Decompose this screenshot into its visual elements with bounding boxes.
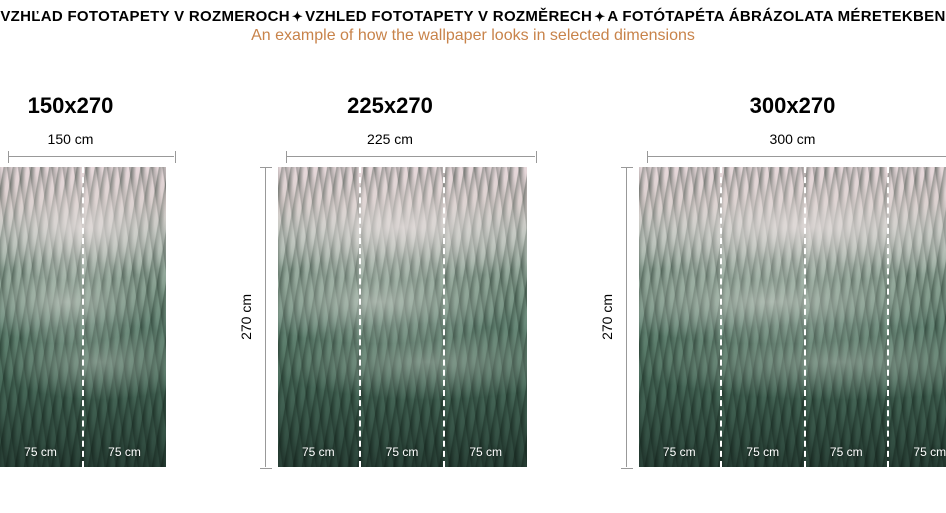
size-panel: 300x270 300 cm 270 cm 75 cm 75 cm 75 cm 75 cm (599, 93, 946, 467)
title-hu: A FOTÓTAPÉTA ÁBRÁZOLATA MÉRETEKBEN (607, 8, 945, 25)
width-rule (8, 151, 174, 163)
panel-title: 225x270 (347, 93, 433, 119)
width-rule (286, 151, 535, 163)
width-rule (647, 151, 946, 163)
wallpaper-preview: 75 cm 75 cm 75 cm (278, 167, 527, 467)
strip-width-label: 75 cm (913, 445, 946, 467)
height-rule (260, 167, 272, 467)
height-rule (621, 167, 633, 467)
strip-width-label: 75 cm (302, 445, 335, 467)
strip-width-label: 75 cm (663, 445, 696, 467)
wallpaper-strip: 75 cm (445, 167, 527, 467)
panel-height-label: 270 cm (238, 294, 254, 340)
wallpaper-strip: 75 cm (0, 167, 84, 467)
panel-title: 300x270 (750, 93, 836, 119)
panel-body: 270 cm 75 cm 75 cm 75 cm 75 cm (599, 167, 946, 467)
strip-width-label: 75 cm (469, 445, 502, 467)
size-panel: 225x270 225 cm 270 cm 75 cm 75 cm 75 cm (238, 93, 543, 467)
panel-width-label: 150 cm (48, 131, 94, 147)
panels-row: 150x270 150 cm 270 cm 75 cm 75 cm 225x270 225 … (0, 93, 946, 467)
wallpaper-preview: 75 cm 75 cm 75 cm 75 cm (639, 167, 946, 467)
title-sk: VZHĽAD FOTOTAPETY V ROZMEROCH (0, 8, 290, 25)
header-multilang-title: VZHĽAD FOTOTAPETY V ROZMEROCH ✦ VZHLED F… (0, 8, 946, 25)
panel-width-label: 300 cm (770, 131, 816, 147)
panel-body: 270 cm75 cm75 cm (0, 167, 182, 467)
wallpaper-strip: 75 cm (722, 167, 806, 467)
wallpaper-preview: 75 cm 75 cm (0, 167, 166, 467)
strip-width-label: 75 cm (830, 445, 863, 467)
strip-width-label: 75 cm (746, 445, 779, 467)
wallpaper-strip: 75 cm (806, 167, 890, 467)
panel-body: 270 cm 75 cm 75 cm 75 cm (238, 167, 543, 467)
strip-width-label: 75 cm (108, 445, 141, 467)
wallpaper-strip: 75 cm (639, 167, 723, 467)
strip-width-label: 75 cm (24, 445, 57, 467)
size-panel: 150x270150 cm270 cm75 cm75 cm (0, 93, 182, 467)
wallpaper-strip: 75 cm (84, 167, 166, 467)
header-subtitle: An example of how the wallpaper looks in… (0, 27, 946, 45)
header: VZHĽAD FOTOTAPETY V ROZMEROCH ✦ VZHLED F… (0, 0, 946, 45)
sparkle-icon: ✦ (594, 9, 605, 25)
title-cz: VZHLED FOTOTAPETY V ROZMĚRECH (305, 8, 592, 25)
sparkle-icon: ✦ (292, 9, 303, 25)
strip-width-label: 75 cm (386, 445, 419, 467)
panel-title: 150x270 (28, 93, 114, 119)
panel-height-label: 270 cm (599, 294, 615, 340)
wallpaper-strip: 75 cm (361, 167, 445, 467)
panel-width-label: 225 cm (367, 131, 413, 147)
wallpaper-strip: 75 cm (889, 167, 946, 467)
wallpaper-strip: 75 cm (278, 167, 362, 467)
